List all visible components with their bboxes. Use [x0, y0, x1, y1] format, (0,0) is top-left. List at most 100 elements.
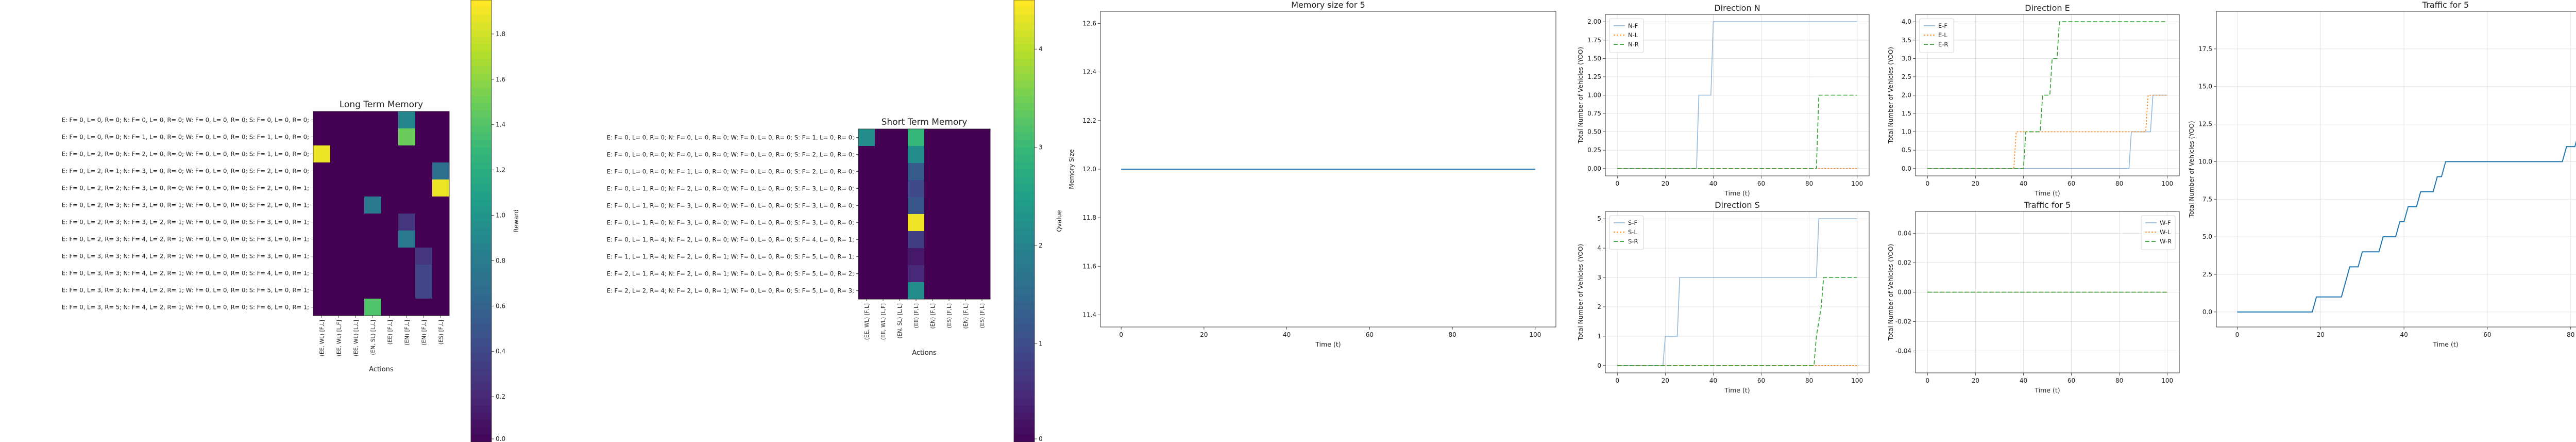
linechart-4-ylabel: Total Number of Vehicles (YOO) [1887, 47, 1894, 144]
heatmap-0-colorbar-band [471, 133, 492, 140]
heatmap-0-colorbar-band [471, 51, 492, 59]
linechart-7-ytick-label: -0.02 [1895, 318, 1911, 325]
heatmap-0-cell [313, 162, 331, 180]
linechart-6-xlabel: Time (t) [1724, 386, 1750, 394]
linechart-4-legend-label: E-F [1938, 22, 1947, 29]
linechart-2-ytick-label: 12.4 [1082, 69, 1096, 76]
heatmap-1-cell [891, 197, 908, 215]
heatmap-1-colorbar-tick-label: 1 [1039, 340, 1043, 348]
linechart-6-ytick-label: 0 [1597, 362, 1601, 369]
heatmap-0-cell [415, 214, 433, 231]
linechart-3-group: 0 20 40 60 80 100 0.00 0.25 0.50 0.75 1.00 1.25 1.50… [1577, 3, 1870, 197]
heatmap-1-row-label: E: F= 0, L= 1, R= 4; N: F= 2, L= 0, R= 0… [607, 236, 854, 243]
linechart-3-series-n-r [1617, 94, 1857, 169]
heatmap-0-cell [364, 145, 382, 163]
linechart-3-legend-label: N-F [1628, 22, 1638, 29]
heatmap-1-cell [957, 197, 974, 215]
heatmap-0-cell [398, 128, 416, 146]
heatmap-1-cell [875, 163, 892, 181]
heatmap-1-colorbar-band [1014, 118, 1035, 126]
linechart-7-legend-label: W-F [2160, 219, 2171, 226]
heatmap-0-colorbar-band [471, 125, 492, 133]
heatmap-1-colorbar-band [1014, 125, 1035, 133]
heatmap-0-colorbar-band [471, 309, 492, 317]
heatmap-0-cell [364, 248, 382, 265]
heatmap-0-colorbar-band [471, 214, 492, 222]
linechart-6-series-s-f [1617, 218, 1857, 366]
heatmap-1-colorbar-band [1014, 88, 1035, 96]
heatmap-0-colorbar-band [471, 147, 492, 155]
heatmap-1-xlabel: Actions [912, 349, 937, 357]
heatmap-0-cell [347, 231, 365, 248]
heatmap-0-row-label: E: F= 0, L= 3, R= 5; N: F= 4, L= 2, R= 1… [62, 304, 309, 311]
linechart-6-xtick-label: 20 [1662, 377, 1669, 384]
heatmap-1-colorbar-band [1014, 191, 1035, 200]
linechart-7-xtick-label: 0 [1925, 377, 1929, 384]
linechart-3-ytick-label: 1.25 [1587, 73, 1601, 80]
heatmap-0-row-label: E: F= 0, L= 2, R= 3; N: F= 3, L= 2, R= 1… [62, 219, 309, 226]
heatmap-0-colorbar-band [471, 294, 492, 303]
linechart-4-xtick-label: 60 [2067, 180, 2075, 187]
linechart-5-xlabel: Time (t) [2432, 340, 2458, 348]
heatmap-0-cell [432, 179, 450, 197]
linechart-5-ytick-label: 7.5 [2202, 195, 2212, 203]
heatmap-1-colorbar-tick-label: 2 [1039, 242, 1043, 249]
heatmap-1-cell [941, 282, 958, 300]
linechart-4-legend-box [1919, 18, 1954, 53]
heatmap-0-cell [364, 179, 382, 197]
heatmap-0-colorbar-band [471, 228, 492, 236]
heatmap-1-row-label: E: F= 0, L= 0, R= 0; N: F= 0, L= 0, R= 0… [607, 151, 854, 158]
heatmap-0-cell [347, 214, 365, 231]
heatmap-1-colorbar-label: Qvalue [1056, 210, 1063, 232]
heatmap-0-cell [364, 214, 382, 231]
heatmap-1-colorbar-band [1014, 236, 1035, 243]
heatmap-1-colorbar-band [1014, 206, 1035, 214]
heatmap-1-cell [891, 265, 908, 283]
heatmap-1-cell [891, 163, 908, 181]
heatmap-0-colorbar-band [471, 44, 492, 52]
heatmap-1-colorbar-band [1014, 375, 1035, 384]
heatmap-0-colorbar-band [471, 110, 492, 119]
heatmap-0-colorbar-band [471, 434, 492, 442]
heatmap-1-colorbar-band [1014, 51, 1035, 59]
heatmap-0-cell [432, 248, 450, 265]
heatmap-0-row-label: E: F= 0, L= 0, R= 0; N: F= 0, L= 0, R= 0… [62, 117, 309, 124]
heatmap-0-colorbar-band [471, 0, 492, 8]
heatmap-1-cell [858, 163, 875, 181]
heatmap-0-cell [432, 111, 450, 129]
heatmap-0-colorbar-tick-label: 1.6 [496, 76, 505, 83]
heatmap-0-title: Long Term Memory [340, 100, 423, 110]
heatmap-0-row-label: E: F= 0, L= 0, R= 0; N: F= 1, L= 0, R= 0… [62, 134, 309, 141]
heatmap-1-cell [875, 231, 892, 249]
linechart-6-title: Direction S [1715, 200, 1760, 210]
linechart-2-ytick-label: 12.2 [1082, 117, 1096, 124]
heatmap-0-cell [347, 145, 365, 163]
heatmap-0-colorbar-band [471, 331, 492, 339]
heatmap-1-cell [941, 265, 958, 283]
heatmap-0-cell [364, 111, 382, 129]
heatmap-0-cell [330, 299, 348, 316]
heatmap-0-cell [313, 248, 331, 265]
heatmap-1-colorbar-tick-label: 0 [1039, 435, 1043, 442]
linechart-4-xtick-label: 20 [1972, 180, 1979, 187]
linechart-3-ytick-label: 0.50 [1587, 128, 1601, 136]
heatmap-1-cell [924, 282, 941, 300]
heatmap-0-colorbar-band [471, 272, 492, 281]
linechart-4-legend: E-F E-L E-R [1919, 18, 1954, 53]
linechart-5-xtick-label: 40 [2400, 331, 2408, 338]
heatmap-1-row-label: E: F= 1, L= 1, R= 4; N: F= 2, L= 0, R= 1… [607, 253, 854, 260]
linechart-3-ytick-label: 1.75 [1587, 37, 1601, 44]
heatmap-0-colorbar-band [471, 59, 492, 67]
heatmap-1-cell [908, 231, 925, 249]
heatmap-0-colorbar-band [471, 287, 492, 295]
linechart-7-legend-label: W-R [2160, 238, 2172, 245]
heatmap-1-colorbar-band [1014, 110, 1035, 119]
heatmap-0-cell [415, 111, 433, 129]
heatmap-0-col-label: (EE, WL) [F,L] [319, 320, 326, 356]
heatmap-1-cell [924, 231, 941, 249]
heatmap-0-colorbar-band [471, 7, 492, 15]
heatmap-1-col-label: (ES) [F,L] [946, 303, 953, 328]
heatmap-0-colorbar-band [471, 368, 492, 376]
linechart-3-legend-label: N-L [1628, 31, 1638, 39]
heatmap-1-cell [957, 282, 974, 300]
